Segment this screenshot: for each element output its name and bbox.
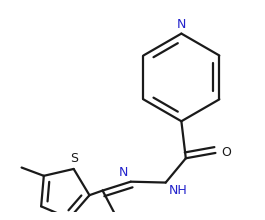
Text: N: N: [119, 166, 128, 179]
Text: N: N: [177, 18, 186, 31]
Text: NH: NH: [169, 184, 187, 197]
Text: O: O: [221, 146, 231, 159]
Text: S: S: [70, 152, 78, 165]
